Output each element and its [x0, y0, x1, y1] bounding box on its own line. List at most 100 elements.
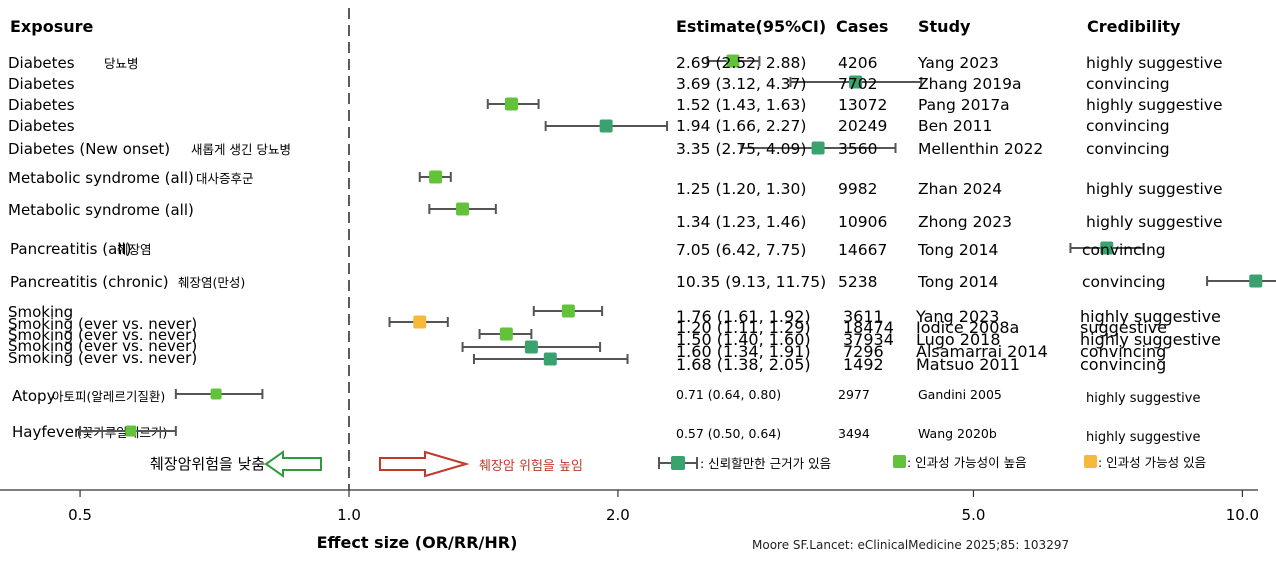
cases-text: 5238 [838, 273, 877, 291]
header-exposure: Exposure [10, 17, 94, 36]
lower-risk-arrow-icon [264, 450, 322, 478]
exposure-korean-label: 아토피(알레르기질환) [52, 389, 165, 404]
exposure-label: Atopy [12, 387, 56, 405]
point-estimate [599, 119, 613, 133]
cases-text: 3494 [838, 426, 870, 441]
point-estimate [456, 202, 470, 216]
cases-text: 20249 [838, 117, 887, 135]
estimate-text: 1.68 (1.38, 2.05) [676, 355, 811, 374]
point-estimate [849, 75, 863, 89]
credibility-text: convincing [1082, 241, 1166, 259]
estimate-text: 1.50 (1.40, 1.60) [676, 330, 811, 349]
point-estimate [1249, 274, 1263, 288]
exposure-label: Pancreatitis (all) [10, 240, 132, 258]
legend-convincing-label: : 신뢰할만한 근거가 있음 [700, 456, 831, 471]
point-estimate [524, 340, 538, 354]
point-estimate [429, 170, 443, 184]
higher-risk-text: 췌장암 위험을 높임 [479, 459, 583, 474]
header-study: Study [918, 17, 971, 36]
point-estimate [125, 425, 137, 437]
estimate-text: 1.76 (1.61, 1.92) [676, 307, 811, 326]
forest-row: Diabetes (New onset) 새롭게 생긴 당뇨병 3.35 (2.75… [8, 140, 1170, 158]
x-axis-label: Effect size (OR/RR/HR) [317, 533, 518, 552]
estimate-text: 1.34 (1.23, 1.46) [676, 213, 806, 231]
study-text: Ben 2011 [918, 117, 992, 135]
credibility-text: highly suggestive [1080, 307, 1221, 326]
forest-row: Smoking (ever vs. never) 1.20 (1.11, 1.29… [8, 315, 1167, 337]
study-text: Mellenthin 2022 [918, 140, 1043, 158]
forest-row: Diabetes 1.94 (1.66, 2.27) 20249 Ben 2011 co… [8, 117, 1170, 135]
study-text: Iodice 2008a [916, 318, 1019, 337]
forest-row: Smoking (ever vs. never) 1.68 (1.38, 2.05… [8, 349, 1166, 374]
credibility-text: highly suggestive [1086, 430, 1200, 445]
legend-highly-suggestive-label: : 인과성 가능성이 높음 [907, 455, 1027, 470]
exposure-label: Hayfever [12, 423, 81, 441]
credibility-text: highly suggestive [1086, 54, 1222, 72]
cases-text: 2977 [838, 387, 870, 402]
study-text: Yang 2023 [915, 307, 999, 326]
exposure-korean-label: 췌장염 [117, 242, 152, 257]
study-text: Zhang 2019a [918, 75, 1021, 93]
credibility-text: convincing [1080, 355, 1166, 374]
credibility-text: highly suggestive [1080, 330, 1221, 349]
exposure-label: Diabetes [8, 54, 75, 72]
estimate-text: 0.71 (0.64, 0.80) [676, 387, 781, 402]
point-estimate [413, 315, 427, 329]
estimate-text: 1.25 (1.20, 1.30) [676, 180, 806, 198]
header-estimate: Estimate(95%CI) [676, 17, 826, 36]
estimate-text: 2.69 (2.52, 2.88) [676, 54, 806, 72]
point-estimate [726, 54, 740, 68]
cases-text: 7702 [838, 75, 877, 93]
cases-text: 1492 [843, 355, 884, 374]
study-text: Zhan 2024 [918, 180, 1002, 198]
exposure-label: Pancreatitis (chronic) [10, 273, 169, 291]
point-estimate [504, 97, 518, 111]
cases-text: 4206 [838, 54, 877, 72]
forest-row: Pancreatitis (chronic) 췌장염(만성) 10.35 (9.13… [10, 273, 1276, 291]
x-tick-label: 10.0 [1226, 506, 1259, 524]
study-text: Pang 2017a [918, 96, 1010, 114]
exposure-label: Smoking (ever vs. never) [8, 315, 197, 333]
point-estimate [210, 388, 222, 400]
estimate-text: 7.05 (6.42, 7.75) [676, 241, 806, 259]
forest-row: Diabetes 당뇨병 2.69 (2.52, 2.88) 4206 Yang 202… [8, 54, 1222, 72]
legend-suggestive-label: : 인과성 가능성 있음 [1098, 455, 1206, 470]
exposure-korean-label: 대사증후군 [196, 171, 254, 186]
x-tick-label: 1.0 [337, 506, 361, 524]
forest-row: Diabetes 3.69 (3.12, 4.37) 7702 Zhang 2019a… [8, 75, 1170, 93]
credibility-text: convincing [1086, 140, 1170, 158]
cases-text: 13072 [838, 96, 887, 114]
forest-row: Metabolic syndrome (all) 1.34 (1.23, 1.46… [8, 201, 1222, 231]
legend: : 신뢰할만한 근거가 있음 : 인과성 가능성이 높음 : 인과성 가능성 있… [658, 455, 1206, 471]
estimate-text: 3.35 (2.75, 4.09) [676, 140, 806, 158]
estimate-text: 1.94 (1.66, 2.27) [676, 117, 806, 135]
credibility-text: convincing [1086, 117, 1170, 135]
study-text: Wang 2020b [918, 426, 997, 441]
study-text: Tong 2014 [917, 273, 998, 291]
header-credibility: Credibility [1087, 17, 1181, 36]
forest-row: Metabolic syndrome (all) 대사증후군 1.25 (1.20,… [8, 169, 1222, 198]
exposure-label: Smoking (ever vs. never) [8, 337, 197, 355]
exposure-label: Diabetes [8, 96, 75, 114]
study-text: Gandini 2005 [918, 387, 1002, 402]
point-estimate [543, 352, 557, 366]
header-cases: Cases [836, 17, 888, 36]
estimate-text: 10.35 (9.13, 11.75) [676, 273, 826, 291]
exposure-label: Metabolic syndrome (all) [8, 169, 194, 187]
forest-row: Smoking 1.76 (1.61, 1.92) 3611 Yang 2023 hig… [8, 303, 1221, 326]
estimate-text: 1.60 (1.34, 1.91) [676, 342, 811, 361]
exposure-label: Metabolic syndrome (all) [8, 201, 194, 219]
exposure-korean-label: 당뇨병 [104, 56, 139, 71]
study-text: Alsamarrai 2014 [916, 342, 1048, 361]
forest-rows: Diabetes 당뇨병 2.69 (2.52, 2.88) 4206 Yang 202… [8, 54, 1276, 445]
estimate-text: 1.20 (1.11, 1.29) [676, 318, 811, 337]
higher-risk-arrow-icon [379, 450, 470, 478]
study-text: Yang 2023 [917, 54, 999, 72]
credibility-text: convincing [1082, 273, 1166, 291]
estimate-text: 3.69 (3.12, 4.37) [676, 75, 806, 93]
exposure-label: Diabetes [8, 117, 75, 135]
estimate-text: 0.57 (0.50, 0.64) [676, 426, 781, 441]
exposure-korean-label: (꽃가루알레르기) [77, 425, 167, 440]
point-estimate [499, 327, 513, 341]
forest-row: Hayfever(꽃가루알레르기) 0.57 (0.50, 0.64) 3494 Wa… [12, 423, 1200, 445]
